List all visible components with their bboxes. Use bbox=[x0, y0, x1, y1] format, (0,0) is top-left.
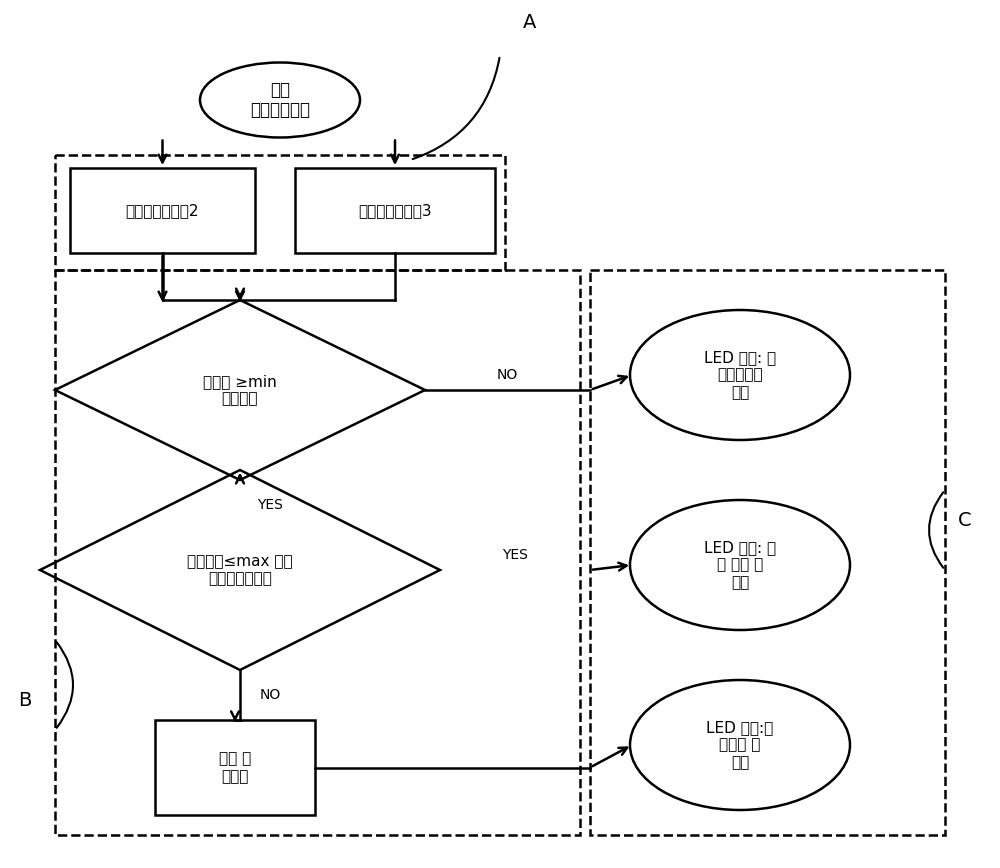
Bar bbox=[295, 168, 495, 253]
Text: 空调 断
电保护: 空调 断 电保护 bbox=[219, 752, 251, 784]
Text: C: C bbox=[958, 510, 972, 529]
Text: 启动
故障检测系统: 启动 故障检测系统 bbox=[250, 81, 310, 120]
Text: 入口温度传感器2: 入口温度传感器2 bbox=[126, 203, 199, 218]
Bar bbox=[155, 720, 315, 815]
Text: 入口温度≤max 压缩
机正常工作温度: 入口温度≤max 压缩 机正常工作温度 bbox=[187, 554, 293, 586]
Text: LED 显示: 空
调 系统 正
常。: LED 显示: 空 调 系统 正 常。 bbox=[704, 540, 776, 590]
Text: 出口温度传感器3: 出口温度传感器3 bbox=[358, 203, 432, 218]
Bar bbox=[55, 270, 580, 835]
Text: YES: YES bbox=[502, 548, 528, 562]
Bar bbox=[70, 168, 255, 253]
Text: NO: NO bbox=[497, 368, 518, 382]
Text: 温度差 ≥min
正常温降: 温度差 ≥min 正常温降 bbox=[203, 374, 277, 406]
Text: B: B bbox=[18, 691, 32, 709]
Text: YES: YES bbox=[257, 498, 283, 512]
Text: LED 报警:空
调系统 高
温。: LED 报警:空 调系统 高 温。 bbox=[706, 720, 774, 770]
Bar bbox=[55, 155, 505, 270]
Bar bbox=[590, 270, 945, 835]
Text: A: A bbox=[523, 12, 537, 31]
Text: NO: NO bbox=[259, 688, 281, 702]
Text: LED 报警: 冷
凝器堵塞严
重。: LED 报警: 冷 凝器堵塞严 重。 bbox=[704, 350, 776, 400]
